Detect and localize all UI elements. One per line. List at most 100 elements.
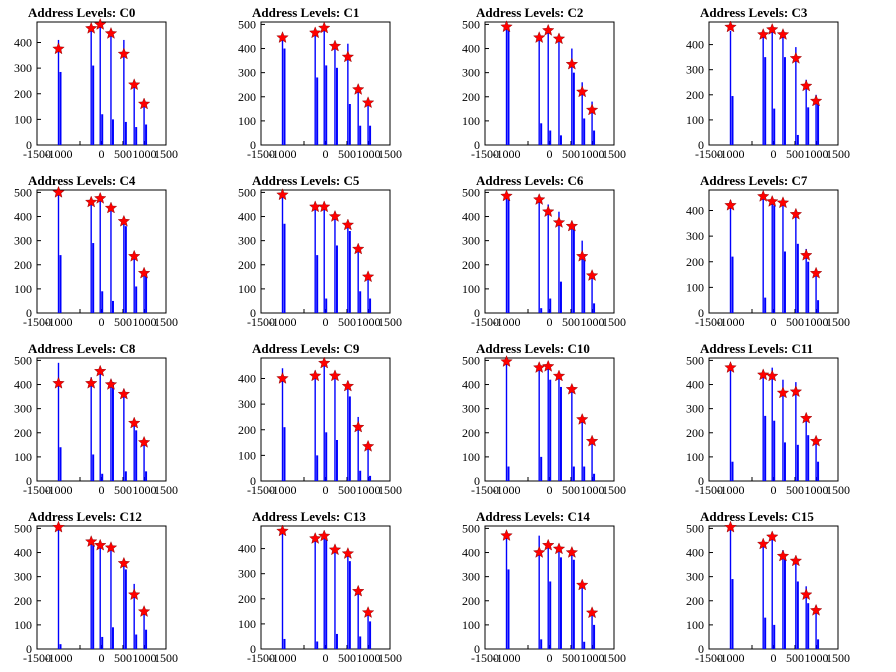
bar <box>367 611 369 649</box>
bar <box>572 226 575 313</box>
bar <box>591 610 593 649</box>
bar <box>783 57 786 146</box>
x-tick-label: 1500 <box>826 147 850 161</box>
bar <box>547 367 549 481</box>
star-marker <box>765 369 779 382</box>
star-marker <box>104 541 118 554</box>
y-tick-label: 400 <box>462 210 480 224</box>
bar <box>805 586 807 649</box>
bar <box>796 581 799 649</box>
bar <box>807 603 810 649</box>
x-tick-label: 1500 <box>154 483 178 497</box>
x-tick-label: 1000 <box>581 315 605 329</box>
bar <box>123 389 125 481</box>
y-tick-label: 300 <box>686 570 704 584</box>
star-marker <box>317 200 331 213</box>
star-marker <box>552 216 566 228</box>
bar <box>571 552 573 649</box>
y-tick-label: 400 <box>686 38 704 52</box>
bar <box>111 300 114 313</box>
x-tick-label: 0 <box>547 315 553 329</box>
bar <box>323 205 325 313</box>
star-marker <box>104 26 118 39</box>
bar <box>323 360 325 481</box>
bar <box>817 639 820 649</box>
x-tick-label: 0 <box>99 315 105 329</box>
bar <box>559 281 562 313</box>
y-tick-label: 200 <box>14 426 32 440</box>
star-marker <box>565 219 579 232</box>
bar <box>807 261 810 313</box>
x-tick-label: 1000 <box>581 483 605 497</box>
x-tick-label: 500 <box>338 483 356 497</box>
chart-panel: Address Levels: C11 0 100 200 300 400 500 -1500… <box>672 336 896 504</box>
x-tick-label: 1500 <box>826 651 850 665</box>
bar <box>773 624 776 649</box>
star-marker <box>799 79 813 92</box>
star-marker <box>500 355 513 367</box>
x-tick-label: 1500 <box>602 483 626 497</box>
x-tick-label: -1500 <box>247 651 275 665</box>
star-marker <box>351 82 365 95</box>
star-marker <box>552 369 566 382</box>
x-tick-label: 1000 <box>805 147 829 161</box>
star-marker <box>351 420 365 433</box>
bar <box>764 617 767 649</box>
bar <box>795 559 797 649</box>
bar <box>123 39 125 145</box>
x-tick-label: 500 <box>338 651 356 665</box>
bar <box>762 542 764 649</box>
bar <box>57 39 60 145</box>
y-tick-label: 0 <box>250 474 256 488</box>
bar <box>347 221 349 313</box>
x-tick-label: -1000 <box>493 483 521 497</box>
star-marker <box>756 28 770 40</box>
star-marker <box>575 578 589 591</box>
bar <box>124 569 127 649</box>
star-marker <box>127 78 141 91</box>
x-tick-label: 500 <box>562 315 580 329</box>
x-tick-label: 0 <box>771 651 777 665</box>
x-tick-label: 1000 <box>133 483 157 497</box>
y-tick-label: 300 <box>14 234 32 248</box>
bar <box>815 605 817 649</box>
bar <box>59 644 62 649</box>
x-tick-label: -1500 <box>23 483 51 497</box>
star-marker <box>276 371 289 384</box>
bar <box>549 130 552 145</box>
star-marker <box>789 554 803 567</box>
star-marker <box>789 385 803 398</box>
bar <box>316 641 319 649</box>
chart-title: Address Levels: C12 <box>28 509 142 524</box>
bar <box>593 624 596 649</box>
y-tick-label: 200 <box>686 255 704 269</box>
y-tick-label: 200 <box>14 258 32 272</box>
bar <box>335 440 338 481</box>
bar <box>771 27 773 145</box>
star-marker <box>351 584 365 597</box>
y-tick-label: 100 <box>14 450 32 464</box>
bar <box>367 445 369 481</box>
bar <box>817 300 820 313</box>
star-marker <box>575 412 589 425</box>
bar <box>283 48 286 145</box>
bar <box>323 533 325 649</box>
bar <box>133 80 135 145</box>
bar <box>505 534 508 649</box>
y-tick-label: 500 <box>238 185 256 199</box>
bar <box>762 30 764 146</box>
star-marker <box>328 209 342 222</box>
y-tick-label: 500 <box>462 521 480 535</box>
x-tick-label: -1000 <box>717 483 745 497</box>
bar <box>135 286 138 313</box>
y-tick-label: 400 <box>462 378 480 392</box>
star-marker <box>575 85 589 98</box>
star-marker <box>84 21 98 34</box>
bar <box>335 67 338 145</box>
bar <box>593 303 596 313</box>
chart-title: Address Levels: C13 <box>252 509 366 524</box>
x-tick-label: 1000 <box>805 315 829 329</box>
